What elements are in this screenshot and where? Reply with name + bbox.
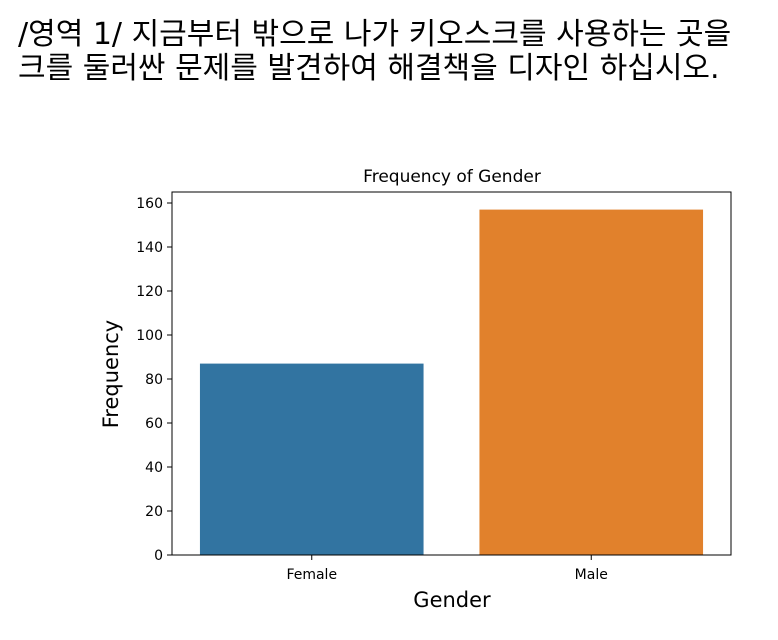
y-tick-label: 160 xyxy=(136,196,163,212)
y-tick-label: 0 xyxy=(154,548,163,564)
y-tick-label: 60 xyxy=(145,416,163,432)
page-heading: /영역 1/ 지금부터 밖으로 나가 키오스크를 사용하는 곳을 크를 둘러싼 … xyxy=(18,18,778,98)
bar-female xyxy=(199,363,424,555)
axes-frame xyxy=(171,191,732,556)
plot-area: 0 20 40 60 80 100 120 140 160 Female Male xyxy=(136,191,732,583)
y-tick-label: 100 xyxy=(136,328,163,344)
y-tick-label: 40 xyxy=(145,460,163,476)
x-tick-label: Male xyxy=(575,567,608,583)
y-axis-label: Frequency xyxy=(99,320,123,429)
y-tick-label: 120 xyxy=(136,284,163,300)
y-tick-label: 80 xyxy=(145,372,163,388)
y-tick-label: 140 xyxy=(136,240,163,256)
x-tick-label: Female xyxy=(286,567,337,583)
chart-title: Frequency of Gender xyxy=(363,167,541,187)
y-tick-label: 20 xyxy=(145,504,163,520)
heading-line-1: /영역 1/ 지금부터 밖으로 나가 키오스크를 사용하는 곳을 xyxy=(18,18,732,52)
bar-male xyxy=(479,209,704,555)
heading-line-2: 크를 둘러싼 문제를 발견하여 해결책을 디자인 하십시오. xyxy=(18,51,720,86)
x-axis-label: Gender xyxy=(413,588,491,612)
